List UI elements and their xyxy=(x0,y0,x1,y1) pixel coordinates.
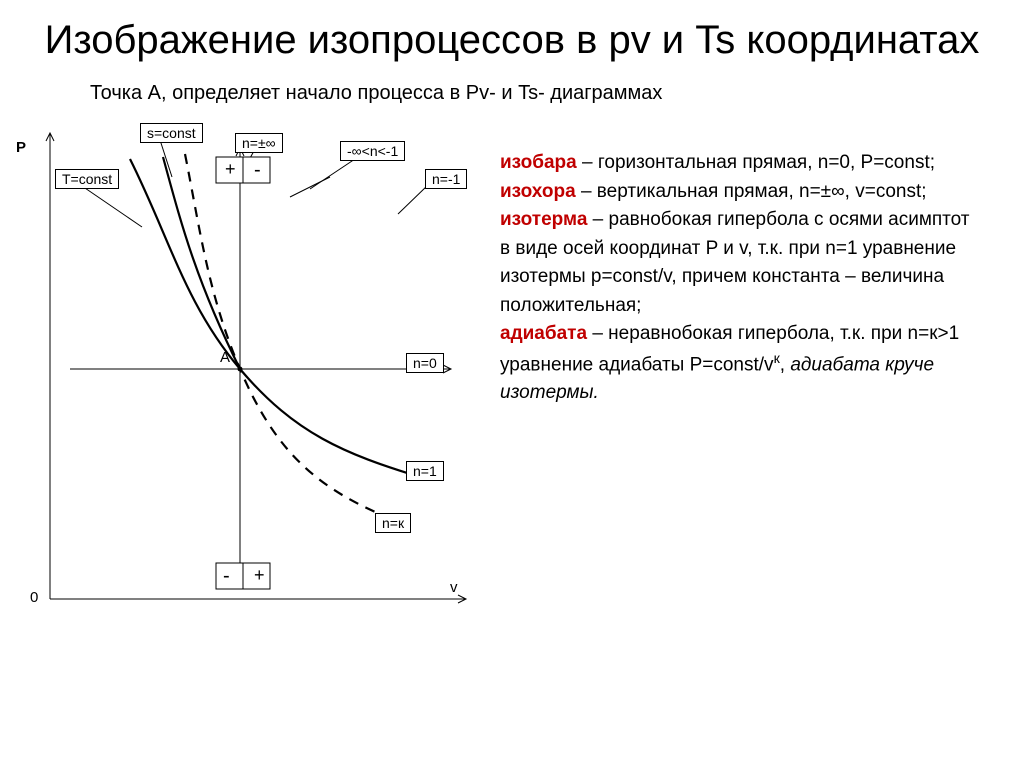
p-axis-label: P xyxy=(16,139,26,156)
diagram-svg xyxy=(10,119,480,629)
pv-diagram: P v 0 s=const n=±∞ -∞<n<-1 T=const n=-1 … xyxy=(10,119,480,629)
plus-top: + xyxy=(225,159,236,180)
label-n-inf: n=±∞ xyxy=(235,133,283,153)
text-isochor: – вертикальная прямая, n=±∞, v=const; xyxy=(576,181,927,202)
origin-label: 0 xyxy=(30,589,38,606)
term-isobar: изобара xyxy=(500,152,577,173)
label-n-0: n=0 xyxy=(406,353,444,373)
label-s-const: s=const xyxy=(140,123,203,143)
text-adiabat-2: , xyxy=(780,354,791,375)
minus-top: - xyxy=(254,159,261,182)
subtitle: Точка А, определяет начало процесса в Pv… xyxy=(0,64,1024,105)
text-isobar: – горизонтальная прямая, n=0, P=const; xyxy=(577,152,935,173)
label-n-1: n=1 xyxy=(406,461,444,481)
label-range: -∞<n<-1 xyxy=(340,141,405,161)
plus-bot: + xyxy=(254,565,265,586)
content-row: P v 0 s=const n=±∞ -∞<n<-1 T=const n=-1 … xyxy=(0,119,1024,408)
term-isotherm: изотерма xyxy=(500,209,587,230)
term-adiabat: адиабата xyxy=(500,323,587,344)
minus-bot: - xyxy=(223,565,230,588)
definitions: изобара – горизонтальная прямая, n=0, P=… xyxy=(490,119,1024,408)
label-n-k: n=к xyxy=(375,513,411,533)
page-title: Изображение изопроцессов в pv и Ts коорд… xyxy=(0,0,1024,64)
label-t-const: T=const xyxy=(55,169,119,189)
chart-column: P v 0 s=const n=±∞ -∞<n<-1 T=const n=-1 … xyxy=(0,119,490,408)
label-n-m1: n=-1 xyxy=(425,169,467,189)
v-axis-label: v xyxy=(450,579,458,596)
point-a-label: A xyxy=(220,349,230,366)
term-isochor: изохора xyxy=(500,181,576,202)
